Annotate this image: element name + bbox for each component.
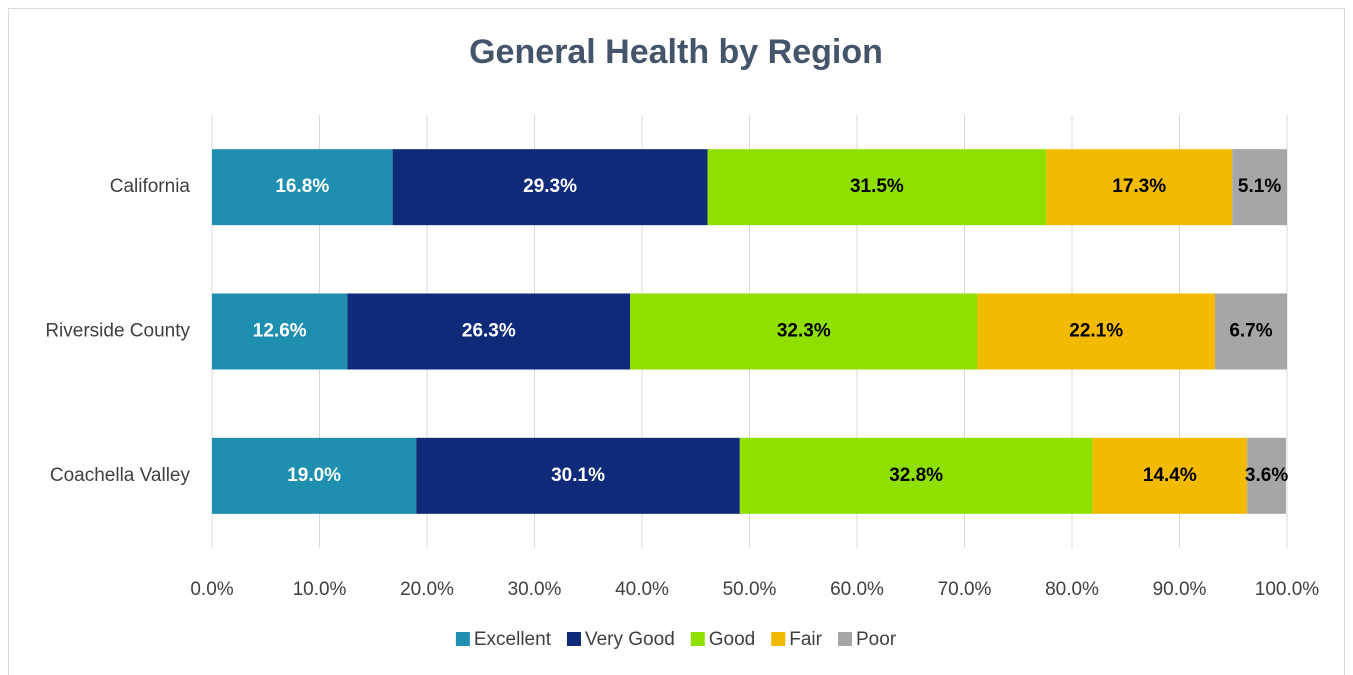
x-tick-label: 30.0%: [508, 579, 562, 600]
legend-swatch: [771, 632, 786, 646]
x-tick-label: 50.0%: [723, 579, 777, 600]
data-label: 22.1%: [1069, 321, 1123, 342]
data-label: 16.8%: [275, 176, 329, 197]
bar-segment: [212, 149, 393, 226]
bar-segment: [739, 437, 1093, 514]
data-label: 32.8%: [889, 465, 943, 486]
legend-label: Very Good: [585, 629, 675, 650]
legend-swatch: [455, 632, 470, 646]
legend-swatch: [837, 632, 852, 646]
bar-segment: [1232, 149, 1287, 226]
bar-segment: [1247, 437, 1286, 514]
bar-segment: [347, 293, 631, 370]
legend: Excellent Very Good Good Fair Poor: [455, 629, 897, 650]
bar-segment: [392, 149, 708, 226]
bar-segment: [707, 149, 1047, 226]
data-label: 31.5%: [850, 176, 904, 197]
chart-title: General Health by Region: [469, 33, 883, 71]
x-tick-label: 90.0%: [1153, 579, 1207, 600]
bar-segment: [212, 293, 348, 370]
data-label: 5.1%: [1238, 176, 1281, 197]
x-tick-label: 70.0%: [938, 579, 992, 600]
y-tick-label: Coachella Valley: [50, 465, 191, 486]
bar-segment: [1046, 149, 1233, 226]
x-tick-label: 100.0%: [1255, 579, 1320, 600]
bar-segment: [977, 293, 1215, 370]
x-tick-label: 80.0%: [1045, 579, 1099, 600]
legend-label: Excellent: [474, 629, 552, 650]
bar-segment: [416, 437, 740, 514]
data-label: 30.1%: [551, 465, 605, 486]
data-label: 19.0%: [287, 465, 341, 486]
bar-segment: [1214, 293, 1287, 370]
data-label: 32.3%: [777, 321, 831, 342]
legend-label: Fair: [789, 629, 822, 650]
data-label: 3.6%: [1245, 465, 1288, 486]
legend-swatch: [690, 632, 705, 646]
x-tick-label: 20.0%: [400, 579, 454, 600]
x-tick-label: 60.0%: [830, 579, 884, 600]
bar-segment: [1092, 437, 1248, 514]
data-label: 29.3%: [523, 176, 577, 197]
x-tick-label: 40.0%: [615, 579, 669, 600]
legend-swatch: [566, 632, 581, 646]
x-tick-label: 10.0%: [293, 579, 347, 600]
data-label: 6.7%: [1229, 321, 1272, 342]
bar-segment: [212, 437, 417, 514]
data-label: 12.6%: [253, 321, 307, 342]
y-tick-label: California: [110, 176, 191, 197]
x-tick-label: 0.0%: [190, 579, 233, 600]
legend-label: Poor: [856, 629, 897, 650]
y-tick-label: Riverside County: [45, 321, 190, 342]
data-label: 17.3%: [1112, 176, 1166, 197]
data-label: 26.3%: [462, 321, 516, 342]
data-label: 14.4%: [1143, 465, 1197, 486]
legend-label: Good: [709, 629, 755, 650]
bar-segment: [630, 293, 978, 370]
